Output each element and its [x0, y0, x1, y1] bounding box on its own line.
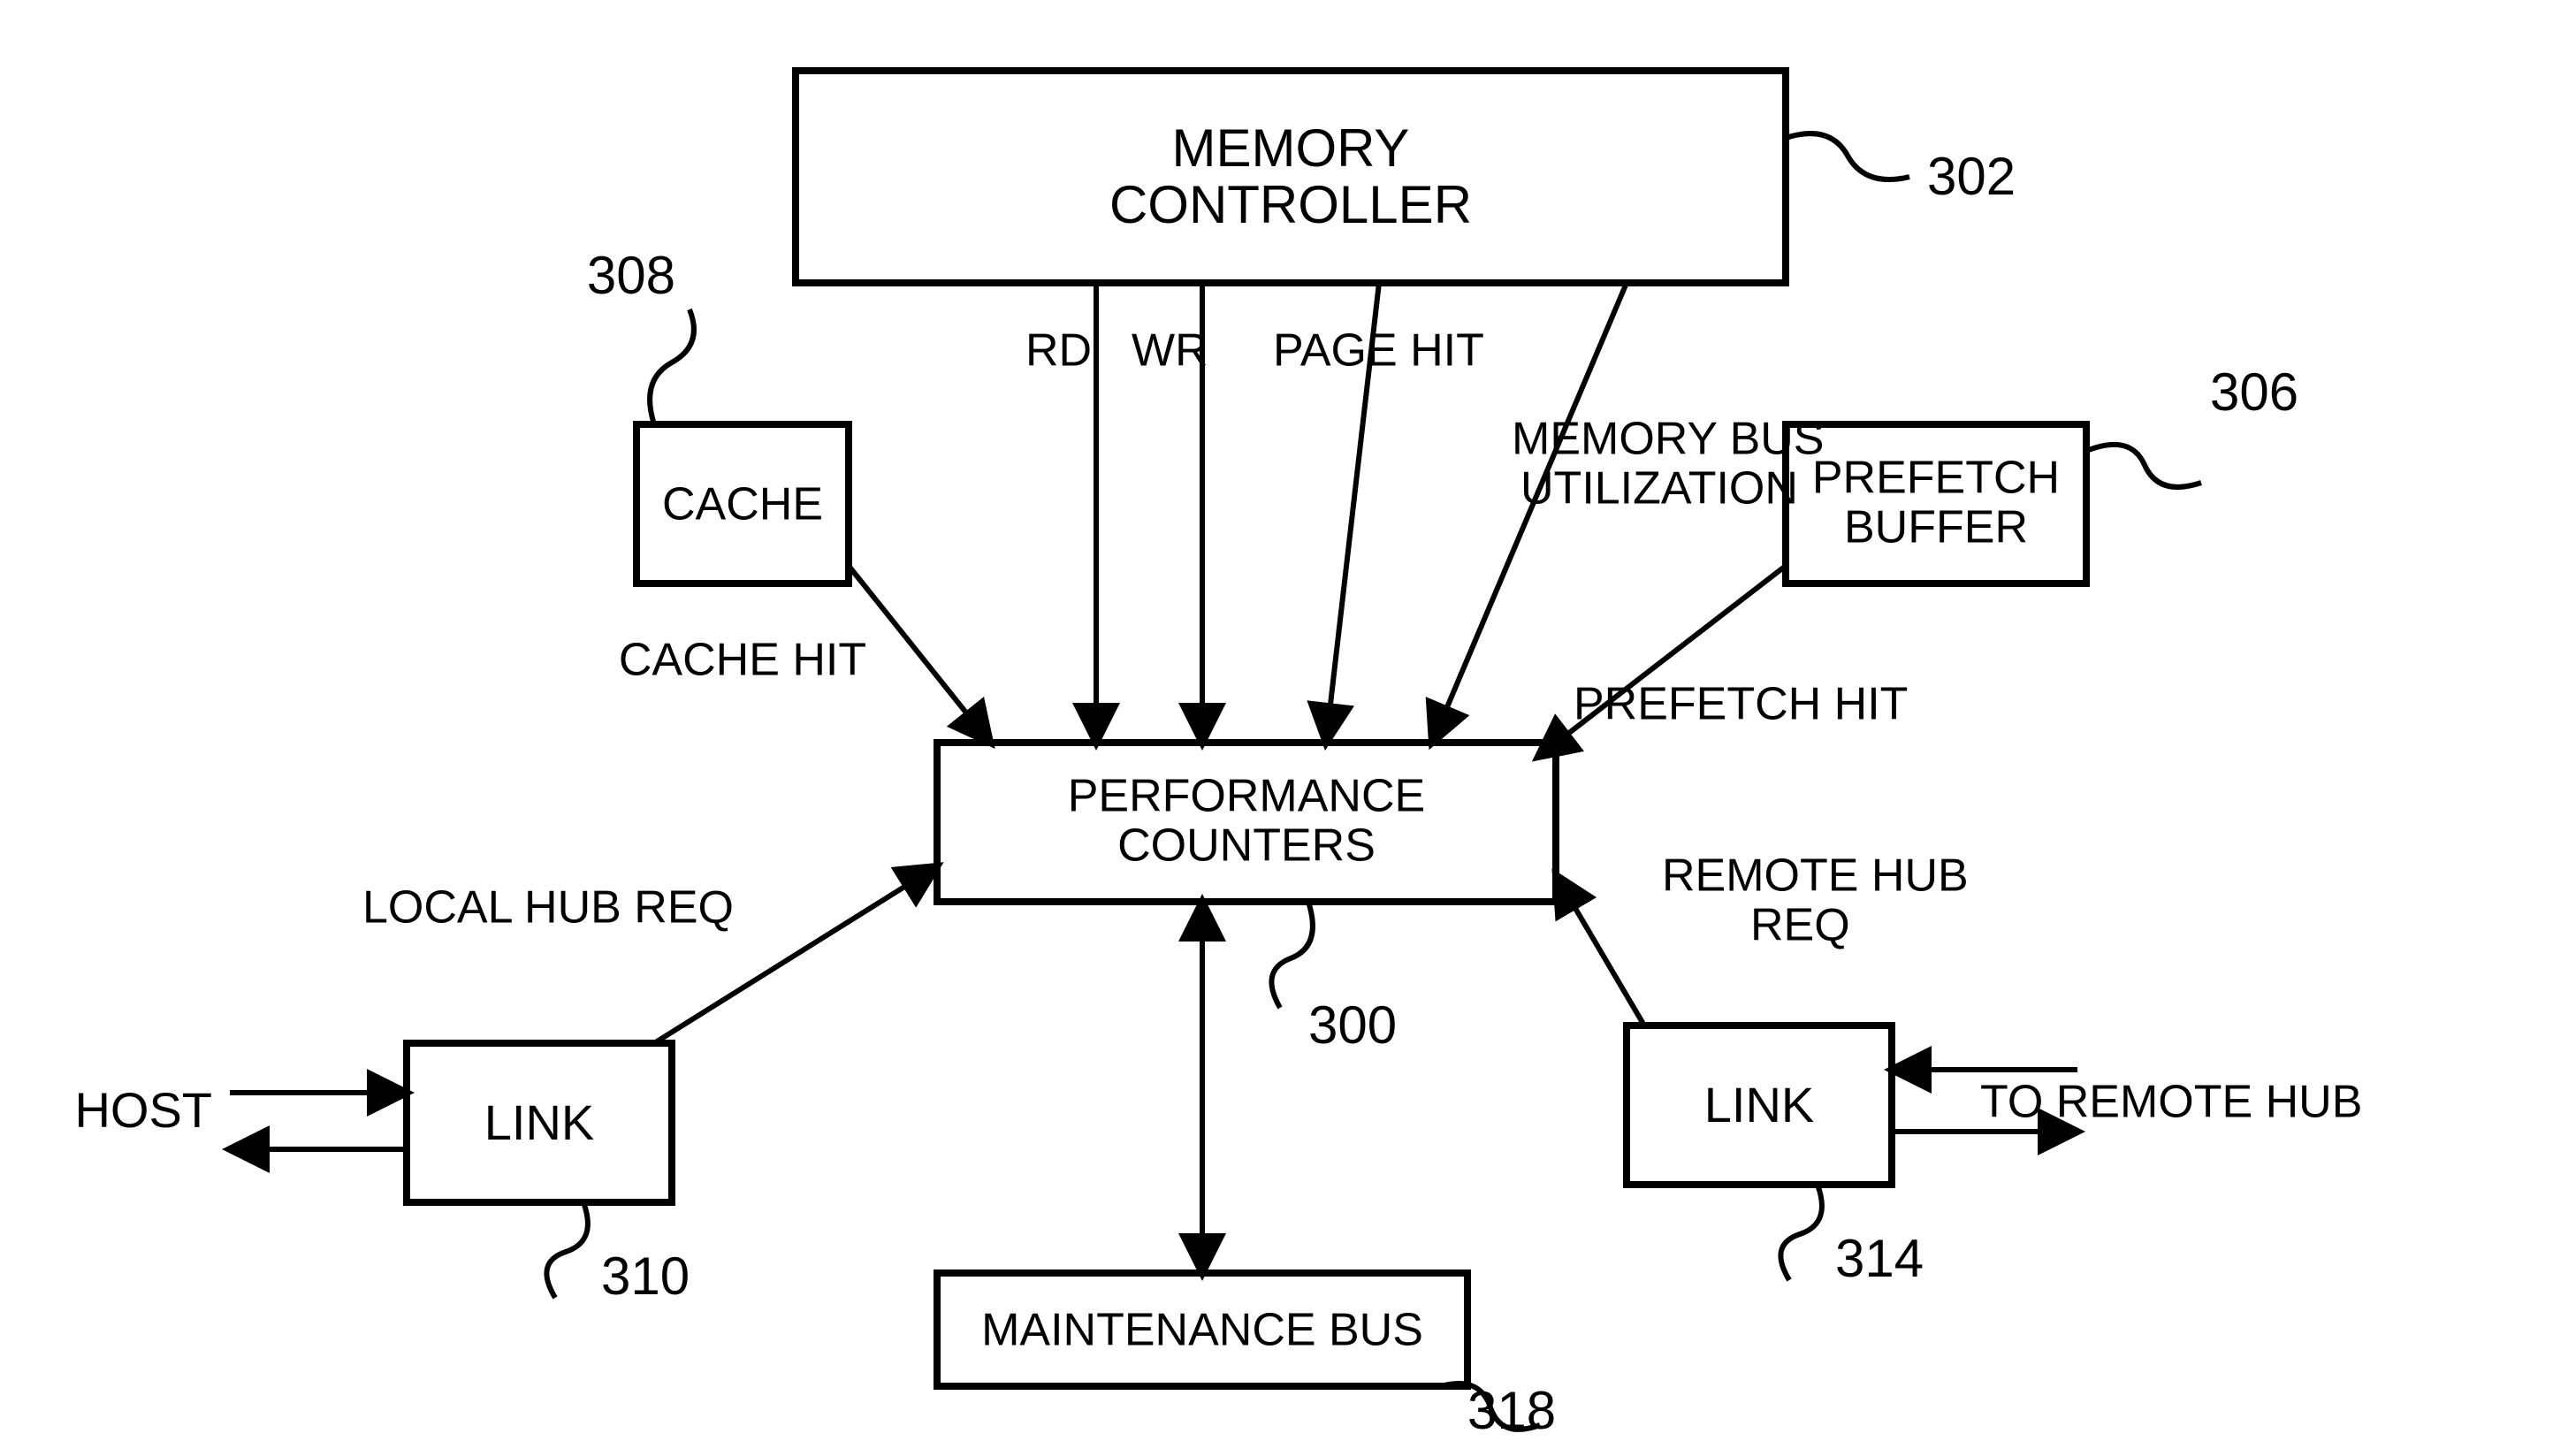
cache-label: CACHE: [662, 479, 823, 530]
lead-302: [1786, 133, 1909, 179]
edge-cache-hit: [849, 566, 990, 743]
ref-308: 308: [587, 246, 675, 305]
lbl-remote-hub-1: REMOTE HUB: [1662, 850, 1969, 902]
ref-318: 318: [1467, 1381, 1556, 1440]
lbl-prefetch-hit: PREFETCH HIT: [1574, 679, 1908, 730]
ref-306: 306: [2210, 362, 2298, 422]
lbl-wr: WR: [1132, 325, 1208, 377]
lbl-mem-bus-1: MEMORY BUS: [1512, 414, 1825, 465]
lead-314: [1780, 1185, 1822, 1280]
lead-308: [650, 309, 694, 424]
lbl-local-hub: LOCAL HUB REQ: [362, 882, 734, 934]
diagram-canvas: MEMORY CONTROLLER 302 CACHE 308 PREFETCH…: [0, 0, 2576, 1441]
lbl-rd: RD: [1025, 325, 1092, 377]
lbl-mem-bus-2: UTILIZATION: [1520, 463, 1798, 515]
memory-controller-label-2: CONTROLLER: [1109, 175, 1472, 234]
ref-310: 310: [601, 1247, 690, 1306]
lbl-to-remote-hub: TO REMOTE HUB: [1980, 1077, 2362, 1128]
maint-label: MAINTENANCE BUS: [981, 1305, 1423, 1356]
lead-306: [2086, 445, 2201, 487]
lead-300: [1271, 902, 1313, 1008]
lbl-cache-hit: CACHE HIT: [619, 635, 866, 686]
lbl-remote-hub-2: REQ: [1750, 900, 1850, 951]
perf-label-1: PERFORMANCE: [1068, 771, 1425, 822]
perf-label-2: COUNTERS: [1117, 820, 1376, 872]
lbl-host: HOST: [74, 1082, 212, 1138]
ref-302: 302: [1927, 147, 2016, 206]
prefetch-label-2: BUFFER: [1844, 502, 2028, 553]
lead-310: [546, 1202, 588, 1298]
link-left-label: LINK: [484, 1094, 595, 1150]
memory-controller-label-1: MEMORY: [1172, 118, 1410, 178]
link-right-label: LINK: [1704, 1077, 1815, 1132]
ref-300: 300: [1308, 995, 1397, 1055]
ref-314: 314: [1835, 1229, 1924, 1288]
lbl-page-hit: PAGE HIT: [1273, 325, 1484, 377]
prefetch-label-1: PREFETCH: [1812, 453, 2060, 504]
edge-remote-hub: [1556, 875, 1644, 1025]
